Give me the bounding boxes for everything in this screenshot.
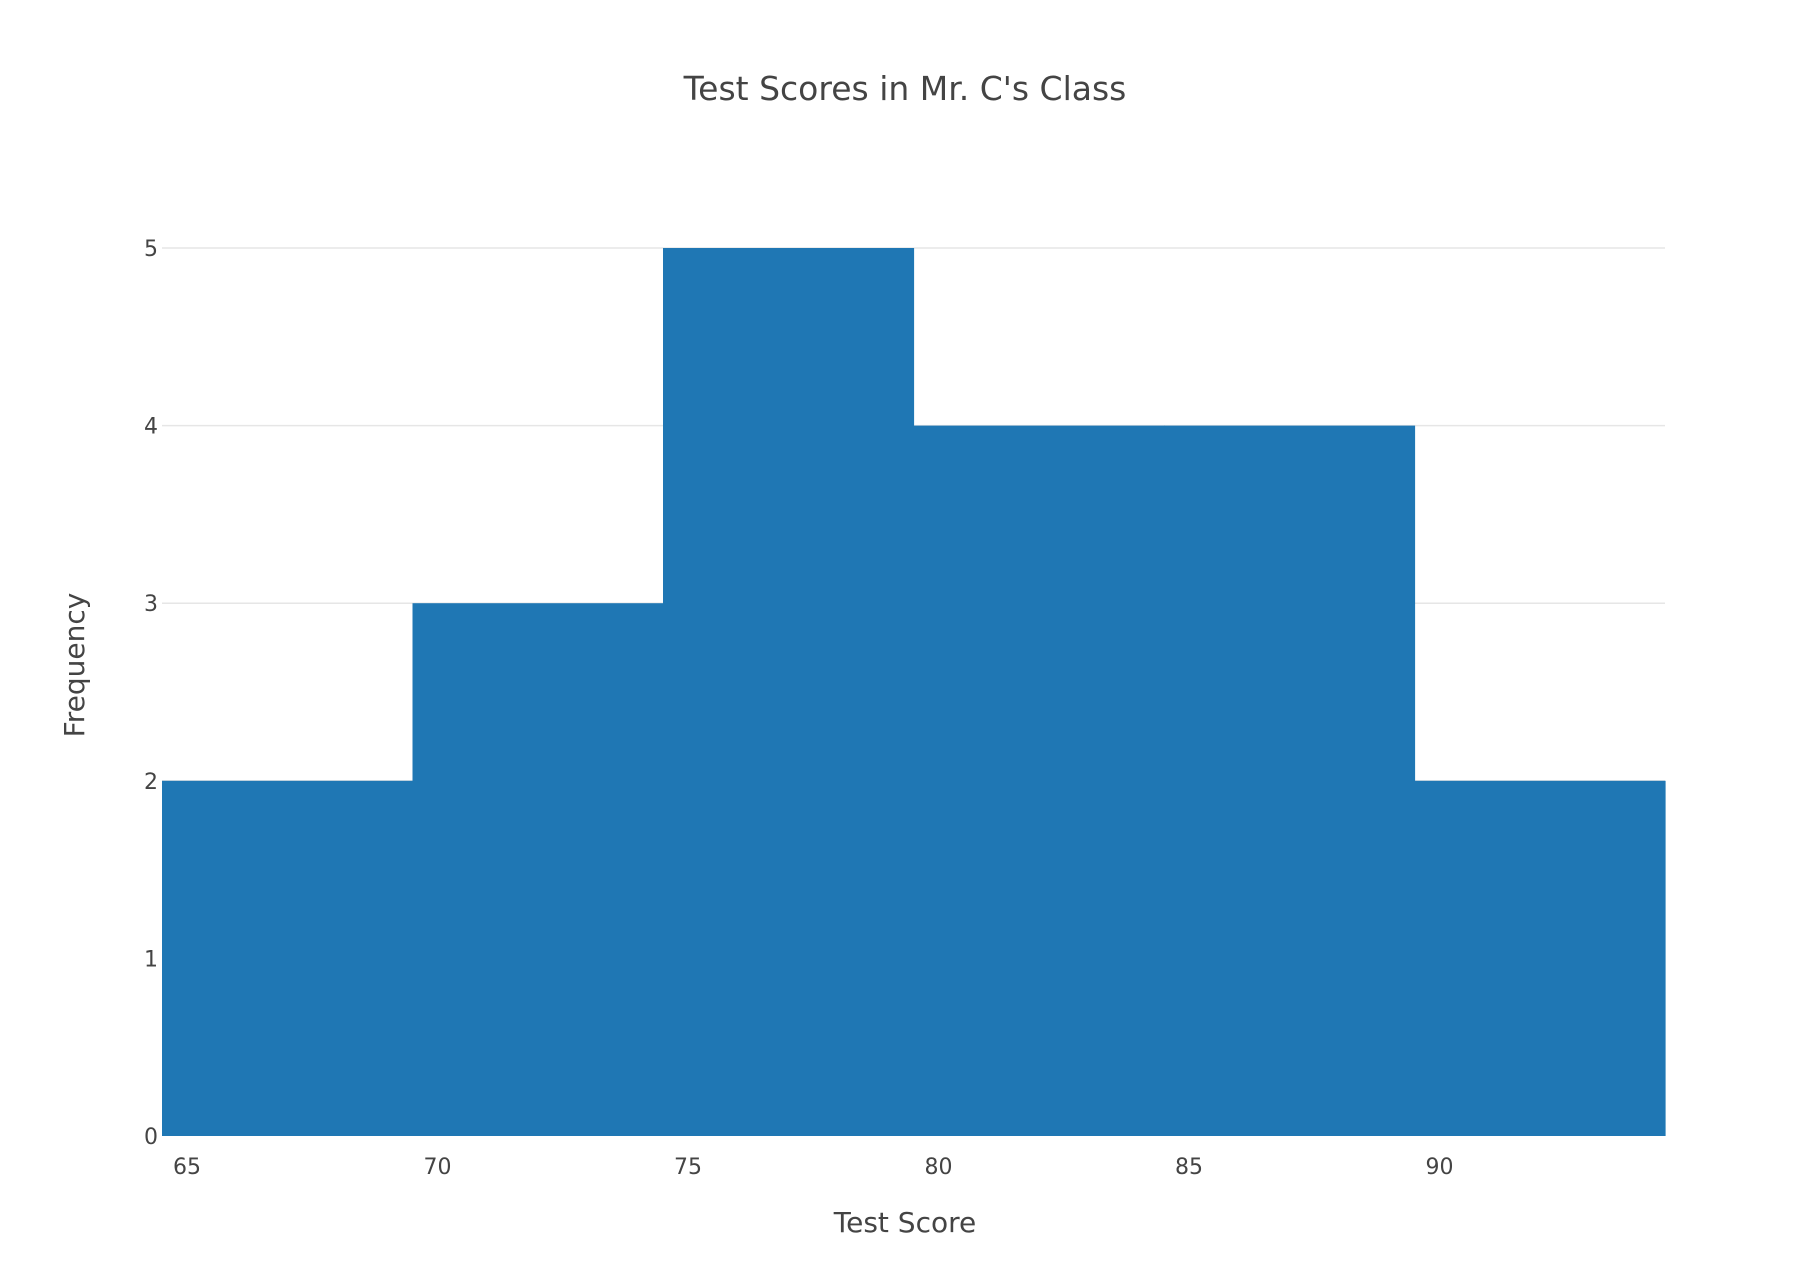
histogram-bar — [1164, 425, 1416, 1137]
y-tick-label: 1 — [144, 947, 158, 972]
y-tick-label: 4 — [144, 415, 158, 440]
y-tick-label: 3 — [144, 592, 158, 617]
x-tick-label: 75 — [674, 1155, 702, 1180]
histogram-bar — [913, 425, 1165, 1137]
histogram-bar — [1414, 780, 1666, 1136]
x-tick-label: 80 — [925, 1155, 953, 1180]
histogram-bar — [663, 248, 915, 1136]
x-tick-label: 70 — [424, 1155, 452, 1180]
histogram-bar — [412, 603, 664, 1136]
chart-title: Test Scores in Mr. C's Class — [683, 69, 1127, 108]
x-axis-ticks: 65 70 75 80 85 90 — [173, 1155, 1454, 1180]
x-tick-label: 85 — [1175, 1155, 1203, 1180]
x-axis-title: Test Score — [833, 1206, 976, 1239]
y-axis-ticks: 0 1 2 3 4 5 — [144, 237, 158, 1150]
x-tick-label: 90 — [1426, 1155, 1454, 1180]
y-tick-label: 0 — [144, 1125, 158, 1150]
y-tick-label: 2 — [144, 770, 158, 795]
histogram-bars — [162, 248, 1666, 1137]
y-tick-label: 5 — [144, 237, 158, 262]
y-axis-title: Frequency — [58, 593, 91, 738]
histogram-bar — [162, 780, 414, 1136]
x-tick-label: 65 — [173, 1155, 201, 1180]
